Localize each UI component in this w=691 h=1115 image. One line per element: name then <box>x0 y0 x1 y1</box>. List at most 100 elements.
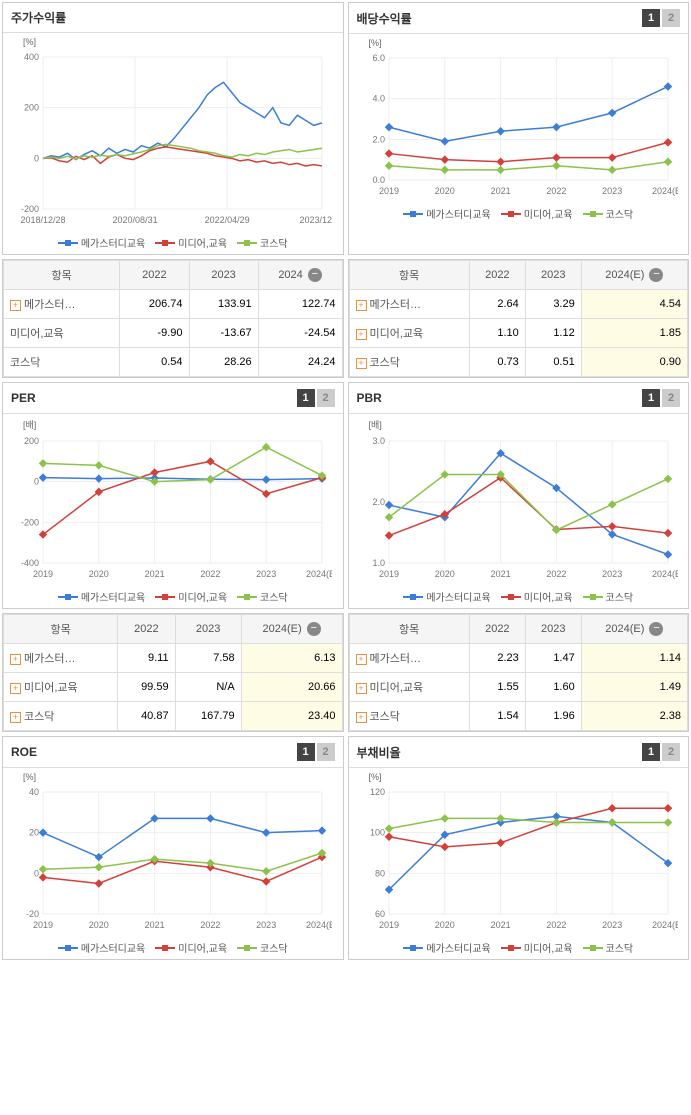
table-row: 코스닥0.5428.2624.24 <box>4 348 343 377</box>
collapse-icon[interactable]: − <box>649 622 663 636</box>
table-row: +메가스터…2.231.471.14 <box>349 644 688 673</box>
legend-item: 코스닥 <box>237 589 288 604</box>
svg-text:6.0: 6.0 <box>372 53 385 63</box>
cell: 코스닥 <box>4 348 120 377</box>
svg-text:3.0: 3.0 <box>372 436 385 446</box>
svg-text:2023: 2023 <box>602 186 622 196</box>
cell: 6.13 <box>241 644 342 673</box>
svg-text:100: 100 <box>369 828 384 838</box>
tab-2[interactable]: 2 <box>317 389 335 407</box>
expand-icon[interactable]: + <box>356 358 367 369</box>
panel-per_tbl: 항목202220232024(E) −+메가스터…9.117.586.13+미디… <box>2 613 344 732</box>
svg-text:120: 120 <box>369 787 384 797</box>
panel-title: PER <box>11 391 36 405</box>
cell: 3.29 <box>525 290 581 319</box>
tab-2[interactable]: 2 <box>317 743 335 761</box>
svg-text:2023: 2023 <box>256 920 276 930</box>
table-row: +미디어,교육1.101.121.85 <box>349 319 688 348</box>
tab-1[interactable]: 1 <box>642 743 660 761</box>
panel-dividend_tbl: 항목202220232024(E) −+메가스터…2.643.294.54+미디… <box>348 259 690 378</box>
legend-marker <box>583 596 603 598</box>
cell: 4.54 <box>581 290 687 319</box>
legend-marker <box>237 242 257 244</box>
svg-text:40: 40 <box>29 787 39 797</box>
svg-text:2020: 2020 <box>434 569 454 579</box>
expand-icon[interactable]: + <box>10 683 21 694</box>
svg-text:0: 0 <box>34 153 39 163</box>
svg-text:2020: 2020 <box>89 920 109 930</box>
legend-marker <box>501 213 521 215</box>
col-header: 2024(E) − <box>581 261 687 290</box>
cell: 미디어,교육 <box>4 319 120 348</box>
cell: 1.55 <box>469 673 525 702</box>
cell: 1.10 <box>469 319 525 348</box>
legend-marker <box>583 213 603 215</box>
tab-1[interactable]: 1 <box>642 9 660 27</box>
cell: 1.60 <box>525 673 581 702</box>
legend-item: 미디어,교육 <box>501 206 573 221</box>
svg-text:2019: 2019 <box>378 186 398 196</box>
legend-label: 메가스터디교육 <box>426 206 490 221</box>
tab-2[interactable]: 2 <box>662 743 680 761</box>
cell: 1.54 <box>469 702 525 731</box>
svg-text:2022: 2022 <box>200 920 220 930</box>
legend-marker <box>403 596 423 598</box>
col-header: 2024(E) − <box>581 615 687 644</box>
y-axis-label: [%] <box>369 772 681 782</box>
legend-item: 코스닥 <box>583 589 634 604</box>
chart-tabs: 12 <box>642 743 680 761</box>
col-header: 2024 − <box>258 261 342 290</box>
legend-label: 메가스터디교육 <box>426 589 490 604</box>
expand-icon[interactable]: + <box>356 329 367 340</box>
legend-marker <box>155 947 175 949</box>
cell: 0.54 <box>120 348 189 377</box>
expand-icon[interactable]: + <box>10 654 21 665</box>
chart-area: [배]-400-2000200201920202021202220232024(… <box>3 414 343 585</box>
tab-1[interactable]: 1 <box>642 389 660 407</box>
col-header: 2023 <box>175 615 241 644</box>
tab-1[interactable]: 1 <box>297 743 315 761</box>
per-legend: 메가스터디교육미디어,교육코스닥 <box>3 585 343 608</box>
expand-icon[interactable]: + <box>10 712 21 723</box>
price-legend: 메가스터디교육미디어,교육코스닥 <box>3 231 343 254</box>
expand-icon[interactable]: + <box>356 300 367 311</box>
cell: 1.12 <box>525 319 581 348</box>
table-row: +코스닥1.541.962.38 <box>349 702 688 731</box>
cell: 28.26 <box>189 348 258 377</box>
panel-header: ROE12 <box>3 737 343 768</box>
collapse-icon[interactable]: − <box>308 268 322 282</box>
svg-text:0: 0 <box>34 868 39 878</box>
expand-icon[interactable]: + <box>356 654 367 665</box>
tab-2[interactable]: 2 <box>662 389 680 407</box>
cell: +메가스터… <box>4 290 120 319</box>
col-header: 2023 <box>525 261 581 290</box>
svg-text:2018/12/28: 2018/12/28 <box>20 215 65 225</box>
svg-text:2024(E): 2024(E) <box>306 920 332 930</box>
svg-text:2023: 2023 <box>256 569 276 579</box>
cell: 40.87 <box>118 702 175 731</box>
dividend-legend: 메가스터디교육미디어,교육코스닥 <box>349 202 689 225</box>
collapse-icon[interactable]: − <box>649 268 663 282</box>
expand-icon[interactable]: + <box>356 712 367 723</box>
y-axis-label: [%] <box>369 38 681 48</box>
cell: 206.74 <box>120 290 189 319</box>
legend-item: 메가스터디교육 <box>403 206 490 221</box>
legend-label: 코스닥 <box>606 940 634 955</box>
legend-item: 미디어,교육 <box>155 589 227 604</box>
cell: 0.90 <box>581 348 687 377</box>
collapse-icon[interactable]: − <box>307 622 321 636</box>
svg-text:2024(E): 2024(E) <box>651 920 677 930</box>
legend-label: 미디어,교육 <box>524 940 573 955</box>
expand-icon[interactable]: + <box>356 683 367 694</box>
svg-text:2022/04/29: 2022/04/29 <box>205 215 250 225</box>
svg-text:2020/08/31: 2020/08/31 <box>113 215 158 225</box>
tab-1[interactable]: 1 <box>297 389 315 407</box>
price_tbl: 항목202220232024 −+메가스터…206.74133.91122.74… <box>3 260 343 377</box>
svg-text:-200: -200 <box>21 204 39 214</box>
svg-text:4.0: 4.0 <box>372 94 385 104</box>
tab-2[interactable]: 2 <box>662 9 680 27</box>
expand-icon[interactable]: + <box>10 300 21 311</box>
legend-marker <box>501 947 521 949</box>
cell: 20.66 <box>241 673 342 702</box>
col-header: 2024(E) − <box>241 615 342 644</box>
